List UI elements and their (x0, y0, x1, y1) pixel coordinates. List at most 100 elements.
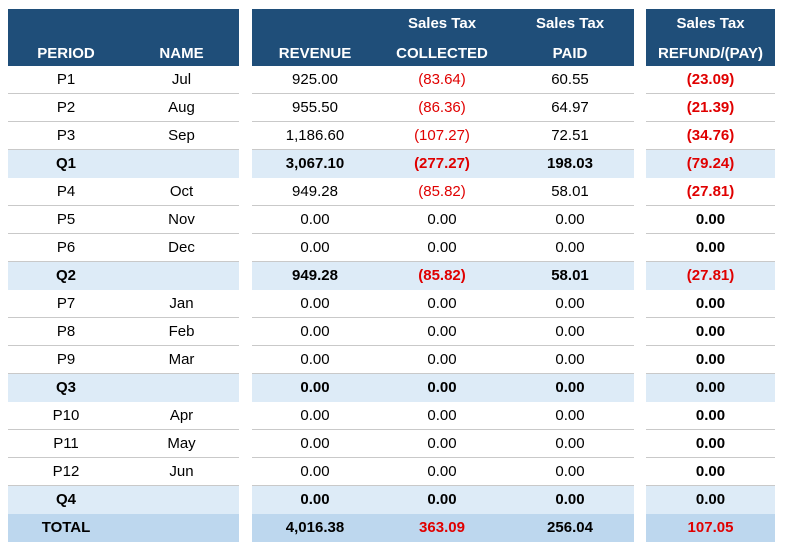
cell-collected: (107.27) (414, 127, 470, 144)
cell-revenue: 949.28 (292, 183, 338, 200)
total-row: 4,016.38 363.09 256.04 (252, 514, 634, 542)
cell-refund: 0.00 (695, 323, 726, 340)
table-row: P5 Nov (8, 206, 239, 234)
table-row: 0.00 0.00 0.00 (252, 402, 634, 430)
table-row: 0.00 (646, 402, 775, 430)
cell-period: P1 (56, 71, 76, 88)
cell-refund: (34.76) (686, 127, 735, 144)
cell-name: Dec (168, 239, 195, 256)
cell-revenue: 0.00 (300, 211, 330, 228)
cell-period: P9 (56, 351, 76, 368)
cell-refund: 0.00 (695, 379, 726, 396)
quarter-row: 3,067.10 (277.27) 198.03 (252, 150, 634, 178)
cell-revenue: 4,016.38 (285, 519, 345, 536)
table-row: 0.00 0.00 0.00 (252, 234, 634, 262)
table-row: 0.00 0.00 0.00 (252, 206, 634, 234)
table-row: 0.00 (646, 458, 775, 486)
cell-refund: 107.05 (687, 519, 734, 536)
cell-name: Jun (169, 463, 194, 480)
cell-period: P6 (56, 239, 76, 256)
quarter-row: 949.28 (85.82) 58.01 (252, 262, 634, 290)
cell-paid: 0.00 (555, 379, 585, 396)
cell-paid: 0.00 (555, 239, 585, 256)
cell-period: P12 (52, 463, 80, 480)
quarter-row: 0.00 0.00 0.00 (252, 374, 634, 402)
header-block-amounts: REVENUE Sales Tax COLLECTED Sales Tax PA… (252, 9, 634, 66)
table-row: 955.50 (86.36) 64.97 (252, 94, 634, 122)
cell-collected: 0.00 (427, 491, 457, 508)
table-row: P12 Jun (8, 458, 239, 486)
cell-name: Sep (168, 127, 195, 144)
quarter-row: (79.24) (646, 150, 775, 178)
table-row: P8 Feb (8, 318, 239, 346)
cell-name: Oct (169, 183, 194, 200)
quarter-row: Q1 (8, 150, 239, 178)
cell-name: Mar (168, 351, 195, 368)
cell-name: May (167, 435, 196, 452)
cell-collected: 0.00 (427, 239, 457, 256)
cell-collected: 0.00 (427, 295, 457, 312)
cell-name: Feb (168, 323, 195, 340)
cell-revenue: 0.00 (300, 239, 330, 256)
quarter-row: (27.81) (646, 262, 775, 290)
cell-refund: 0.00 (695, 435, 726, 452)
cell-period: Q4 (55, 491, 76, 508)
cell-refund: 0.00 (695, 491, 726, 508)
quarter-row: 0.00 0.00 0.00 (252, 486, 634, 514)
table-row: 0.00 (646, 206, 775, 234)
table-row: 0.00 0.00 0.00 (252, 290, 634, 318)
table-row: 0.00 (646, 234, 775, 262)
cell-revenue: 0.00 (300, 295, 330, 312)
cell-collected: 0.00 (427, 379, 457, 396)
cell-collected: (277.27) (414, 155, 470, 172)
cell-refund: (21.39) (686, 99, 735, 116)
quarter-row: Q2 (8, 262, 239, 290)
cell-revenue: 1,186.60 (285, 127, 345, 144)
table-row: (21.39) (646, 94, 775, 122)
header-refund-line2: REFUND/(PAY) (657, 45, 763, 62)
cell-revenue: 0.00 (300, 379, 330, 396)
table-row: 0.00 0.00 0.00 (252, 458, 634, 486)
table-row: 925.00 (83.64) 60.55 (252, 66, 634, 94)
cell-paid: 0.00 (555, 407, 585, 424)
cell-collected: (86.36) (418, 99, 466, 116)
header-period: PERIOD (37, 45, 95, 62)
table-row: P4 Oct (8, 178, 239, 206)
cell-refund: 0.00 (695, 211, 726, 228)
cell-revenue: 3,067.10 (285, 155, 345, 172)
table-row: P3 Sep (8, 122, 239, 150)
table-row: P1 Jul (8, 66, 239, 94)
header-paid-line1: Sales Tax (535, 15, 605, 32)
table-row: 949.28 (85.82) 58.01 (252, 178, 634, 206)
cell-collected: (83.64) (418, 71, 466, 88)
cell-revenue: 925.00 (292, 71, 338, 88)
cell-period: Q2 (55, 267, 76, 284)
cell-period: TOTAL (41, 519, 91, 536)
table-row: (23.09) (646, 66, 775, 94)
cell-paid: 72.51 (551, 127, 589, 144)
cell-refund: (27.81) (686, 267, 735, 284)
cell-refund: 0.00 (695, 239, 726, 256)
table-row: (34.76) (646, 122, 775, 150)
header-collected-line2: COLLECTED (396, 45, 488, 62)
cell-paid: 0.00 (555, 323, 585, 340)
cell-refund: 0.00 (695, 351, 726, 368)
table-row: 0.00 (646, 430, 775, 458)
header-name: NAME (159, 45, 204, 62)
cell-period: Q3 (55, 379, 76, 396)
cell-period: P4 (56, 183, 76, 200)
cell-paid: 198.03 (547, 155, 593, 172)
cell-period: P10 (52, 407, 80, 424)
cell-period: P3 (56, 127, 76, 144)
header-block-period-name: PERIOD NAME (8, 9, 239, 66)
cell-refund: (23.09) (686, 71, 735, 88)
cell-name (124, 150, 239, 178)
cell-refund: 0.00 (695, 463, 726, 480)
cell-name: Jan (169, 295, 194, 312)
header-paid-line2: PAID (552, 45, 588, 62)
table-row: 0.00 0.00 0.00 (252, 318, 634, 346)
table-row: 1,186.60 (107.27) 72.51 (252, 122, 634, 150)
cell-paid: 0.00 (555, 435, 585, 452)
cell-collected: 0.00 (427, 407, 457, 424)
quarter-row: Q3 (8, 374, 239, 402)
